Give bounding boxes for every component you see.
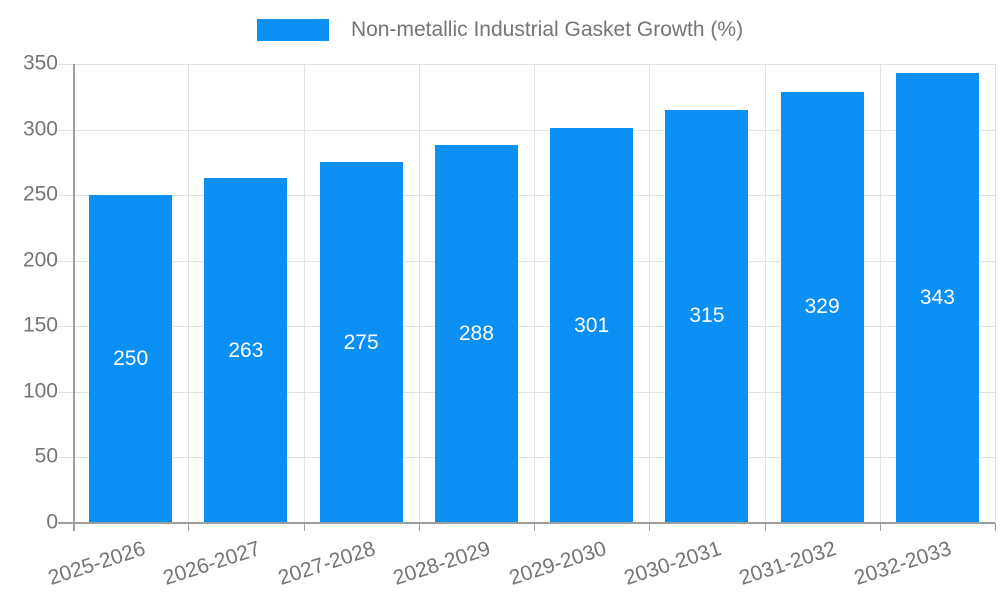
- gridline-vertical: [879, 64, 881, 523]
- bar-value-label: 329: [804, 295, 840, 319]
- bar-value-label: 315: [689, 304, 725, 328]
- gridline-vertical: [303, 64, 305, 523]
- gridline-vertical: [649, 64, 651, 523]
- bar-value-label: 301: [574, 313, 610, 337]
- x-axis-tick: [649, 523, 651, 531]
- bar: [665, 109, 749, 523]
- x-axis-tick: [303, 523, 305, 531]
- gridline-horizontal: [58, 260, 995, 262]
- bar: [895, 73, 979, 523]
- bar-value-label: 288: [458, 322, 494, 346]
- gridline-vertical: [188, 64, 190, 523]
- gridline-vertical: [418, 64, 420, 523]
- bar: [780, 91, 864, 523]
- bar: [319, 162, 403, 523]
- gridline-horizontal: [58, 64, 995, 65]
- x-axis-tick: [418, 523, 420, 531]
- y-tick-label: 150: [22, 313, 58, 337]
- gridline-horizontal: [58, 457, 995, 459]
- y-tick-label: 250: [22, 182, 58, 206]
- gridline-horizontal: [58, 195, 995, 197]
- x-axis-tick: [188, 523, 190, 531]
- y-axis-line: [73, 64, 75, 531]
- legend-swatch-icon: [256, 18, 329, 41]
- bar-value-label: 263: [228, 338, 264, 362]
- legend-item[interactable]: Non-metallic Industrial Gasket Growth (%…: [0, 18, 1000, 41]
- gridline-vertical: [534, 64, 535, 523]
- y-tick-label: 100: [22, 379, 58, 403]
- x-axis-tick: [534, 523, 535, 531]
- bar: [89, 195, 173, 523]
- plot-area: 0 50 100 150 200 250 300 350 250 263 275 288 301 315 3…: [23, 52, 996, 590]
- bar: [434, 145, 518, 523]
- bar: [204, 178, 288, 523]
- gridline-vertical: [995, 64, 996, 523]
- gridline-horizontal: [58, 129, 995, 131]
- y-tick-label: 300: [22, 117, 58, 141]
- bar-value-label: 250: [113, 347, 149, 371]
- bar: [550, 128, 634, 523]
- x-axis-tick: [879, 523, 881, 531]
- bar-value-label: 275: [343, 330, 379, 354]
- y-tick-label: 350: [22, 51, 58, 75]
- x-axis-tick: [995, 523, 996, 531]
- bar-value-label: 343: [919, 286, 955, 310]
- x-axis-tick: [764, 523, 766, 531]
- y-tick-label: 0: [46, 510, 58, 534]
- y-tick-label: 200: [22, 248, 58, 272]
- x-axis-tick: [73, 523, 74, 531]
- gridline-horizontal: [58, 326, 995, 328]
- legend-label: Non-metallic Industrial Gasket Growth (%…: [350, 18, 744, 41]
- gridline-vertical: [764, 64, 766, 523]
- gridline-horizontal: [58, 391, 995, 393]
- y-tick-label: 50: [34, 444, 58, 468]
- x-axis-line: [58, 522, 995, 524]
